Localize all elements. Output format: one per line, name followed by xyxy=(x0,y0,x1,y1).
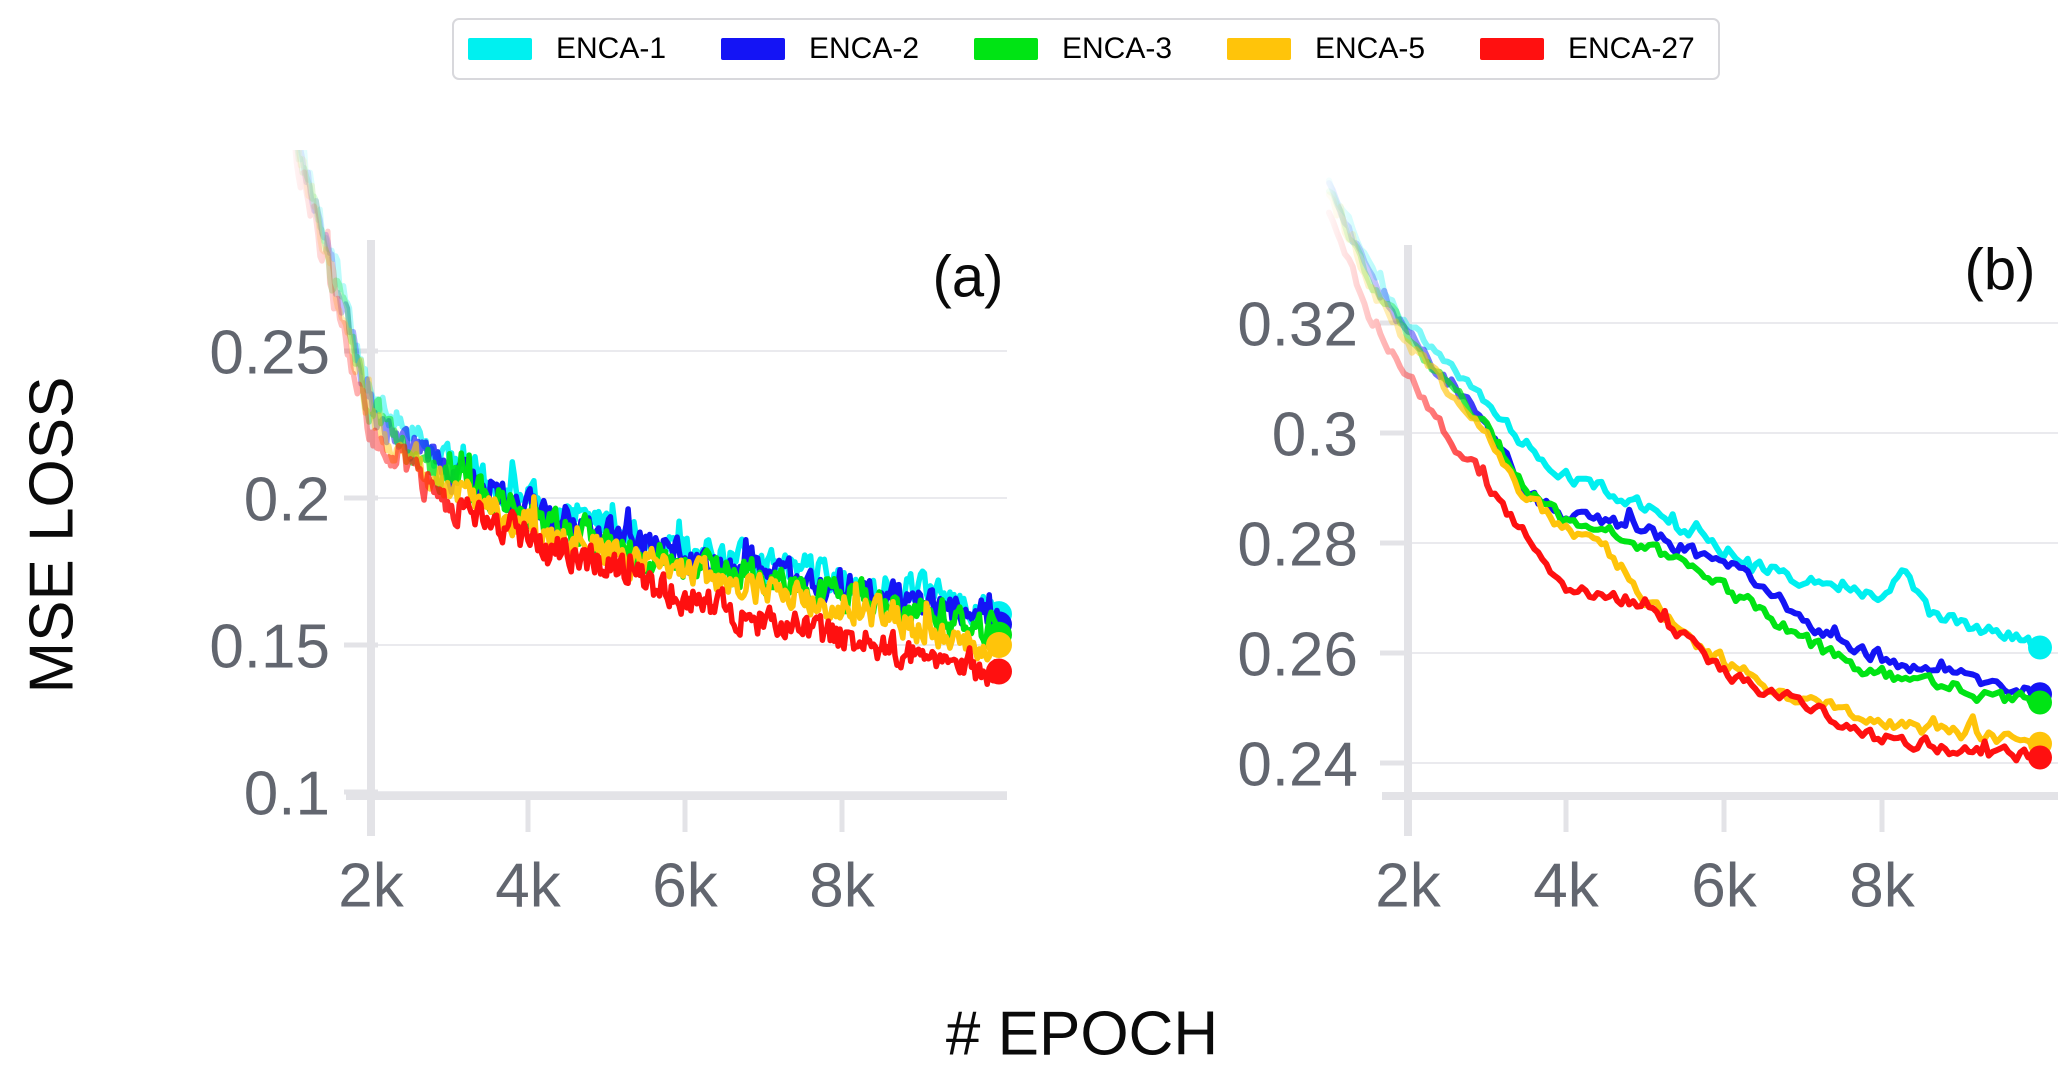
series-line-ENCA-2 xyxy=(297,150,1002,630)
panel-label-b: (b) xyxy=(1964,237,2036,303)
y-tick-label: 0.24 xyxy=(1237,730,1358,799)
x-tick-label: 6k xyxy=(652,851,718,920)
x-tick-label: 2k xyxy=(1375,851,1441,920)
series-end-dot-ENCA-1 xyxy=(2028,635,2052,660)
series-line-ENCA-1 xyxy=(1326,177,2043,653)
legend-label: ENCA-2 xyxy=(809,32,920,65)
y-axis-title: MSE LOSS xyxy=(17,376,87,694)
y-tick-label: 0.2 xyxy=(244,465,330,534)
y-tick-label: 0.25 xyxy=(209,318,330,387)
x-tick-label: 8k xyxy=(809,851,875,920)
x-tick-label: 8k xyxy=(1849,851,1915,920)
legend-label: ENCA-3 xyxy=(1062,32,1173,65)
legend-label: ENCA-27 xyxy=(1568,32,1695,65)
x-tick-label: 2k xyxy=(338,851,404,920)
legend-label: ENCA-5 xyxy=(1315,32,1426,65)
legend-item: ENCA-3 xyxy=(974,32,1227,66)
y-tick-label: 0.26 xyxy=(1237,620,1358,689)
panel-label-a: (a) xyxy=(932,244,1004,310)
series-line-ENCA-2 xyxy=(1326,180,2043,699)
panel-b: 0.24 0.26 0.28 0.3 0.32 2k 4k 6k 8k xyxy=(1237,177,2058,920)
panel-a: 0.1 0.15 0.2 0.25 2k 4k 6k 8k xyxy=(209,150,1012,920)
x-tick-label: 4k xyxy=(495,851,561,920)
legend-swatch xyxy=(468,38,532,60)
series-group xyxy=(292,150,1012,687)
y-tick-label: 0.3 xyxy=(1272,400,1358,469)
legend-swatch xyxy=(721,38,785,60)
y-tick-label: 0.28 xyxy=(1237,510,1358,579)
series-end-dot-ENCA-5 xyxy=(986,632,1012,658)
series-line-ENCA-27 xyxy=(1326,209,2043,764)
y-tick-label: 0.32 xyxy=(1237,290,1358,359)
series-line-ENCA-5 xyxy=(1326,191,2043,752)
x-axis-title: # EPOCH xyxy=(945,999,1219,1069)
series-end-dot-ENCA-27 xyxy=(2028,745,2052,770)
legend-swatch xyxy=(1227,38,1291,60)
series-end-dot-ENCA-3 xyxy=(2028,690,2052,715)
legend-item: ENCA-27 xyxy=(1480,32,1733,66)
series-line-ENCA-3 xyxy=(1326,188,2043,709)
x-tick-label: 4k xyxy=(1533,851,1599,920)
legend-swatch xyxy=(974,38,1038,60)
legend-item: ENCA-5 xyxy=(1227,32,1480,66)
series-group xyxy=(1326,177,2052,770)
legend: ENCA-1 ENCA-2 ENCA-3 ENCA-5 ENCA-27 xyxy=(452,18,1720,80)
legend-item: ENCA-2 xyxy=(721,32,974,66)
y-tick-label: 0.1 xyxy=(244,759,330,828)
x-tick-label: 6k xyxy=(1691,851,1757,920)
legend-swatch xyxy=(1480,38,1544,60)
legend-item: ENCA-1 xyxy=(468,32,721,66)
series-line-ENCA-27 xyxy=(292,150,1002,687)
legend-label: ENCA-1 xyxy=(556,32,667,65)
series-end-dot-ENCA-27 xyxy=(986,658,1012,685)
y-tick-label: 0.15 xyxy=(209,612,330,681)
